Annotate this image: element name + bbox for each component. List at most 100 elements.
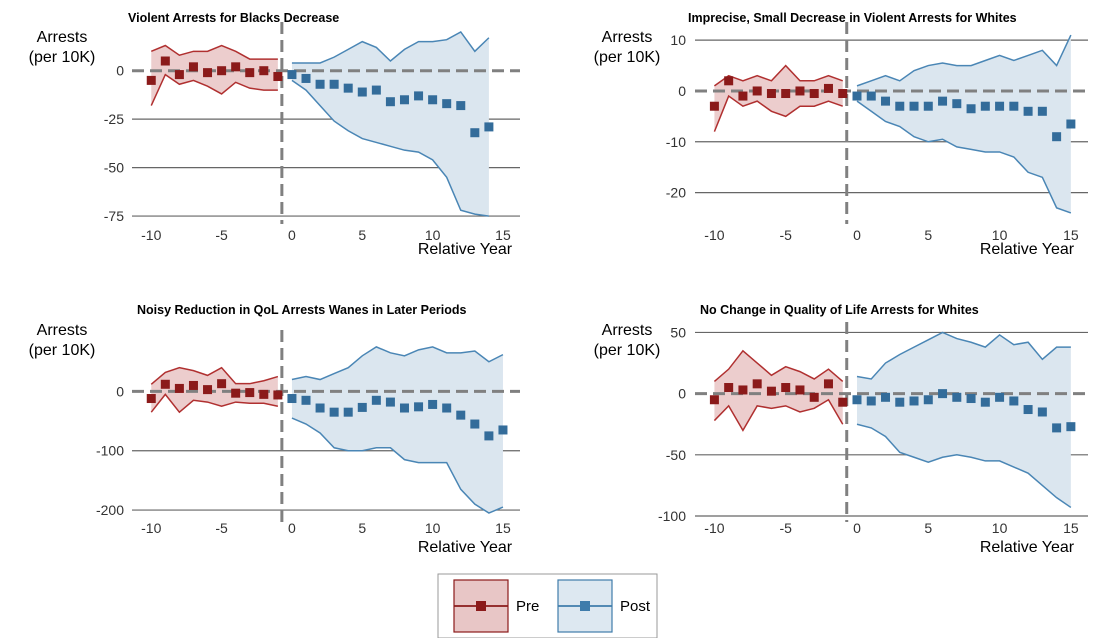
x-tick-label: 10 <box>992 520 1008 536</box>
pre-estimate-point <box>838 397 848 407</box>
post-estimate-point <box>343 83 353 93</box>
pre-estimate-point <box>245 388 255 398</box>
post-estimate-point <box>428 95 438 105</box>
post-estimate-point <box>966 394 976 404</box>
y-axis-label: Arrests <box>37 322 88 339</box>
pre-estimate-point <box>174 383 184 393</box>
x-axis-label: Relative Year <box>980 241 1075 258</box>
post-confidence-band <box>291 31 489 217</box>
pre-confidence-band <box>714 350 843 431</box>
post-estimate-point <box>343 407 353 417</box>
x-tick-label: 0 <box>853 520 861 536</box>
panel-3: Noisy Reduction in QoL Arrests Wanes in … <box>29 303 520 556</box>
post-estimate-point <box>881 96 891 106</box>
x-tick-label: -10 <box>704 520 724 536</box>
y-tick-label: -100 <box>658 508 686 524</box>
pre-estimate-point <box>738 385 748 395</box>
pre-upper-bound <box>150 44 278 60</box>
pre-estimate-point <box>752 379 762 389</box>
post-estimate-point <box>399 403 409 413</box>
x-tick-label: 0 <box>288 520 296 536</box>
y-tick-label: 0 <box>678 83 686 99</box>
post-estimate-point <box>329 407 339 417</box>
post-upper-bound <box>856 331 1071 380</box>
y-tick-label: 0 <box>116 63 124 79</box>
pre-estimate-point <box>273 72 283 82</box>
y-tick-label: -50 <box>666 447 686 463</box>
pre-estimate-point <box>809 89 819 99</box>
legend-label: Post <box>620 598 651 615</box>
post-estimate-point <box>498 425 508 435</box>
post-estimate-point <box>442 403 452 413</box>
post-estimate-point <box>1052 423 1062 433</box>
post-lower-bound <box>856 100 1072 214</box>
x-tick-label: -5 <box>779 227 792 243</box>
post-estimate-point <box>456 410 466 420</box>
panel-title: Violent Arrests for Blacks Decrease <box>128 11 339 25</box>
x-tick-label: -10 <box>141 227 161 243</box>
x-tick-label: 15 <box>1063 520 1079 536</box>
post-estimate-point <box>414 91 424 101</box>
post-estimate-point <box>414 402 424 412</box>
post-estimate-point <box>399 95 409 105</box>
x-tick-label: 0 <box>288 227 296 243</box>
pre-lower-bound <box>713 94 843 132</box>
post-estimate-point <box>442 99 452 109</box>
y-tick-label: -200 <box>96 502 124 518</box>
pre-estimate-point <box>823 83 833 93</box>
pre-estimate-point <box>738 91 748 101</box>
post-estimate-point <box>357 402 367 412</box>
x-axis-label: Relative Year <box>418 539 513 556</box>
panel-4: No Change in Quality of Life Arrests for… <box>594 303 1088 556</box>
panel-title: Imprecise, Small Decrease in Violent Arr… <box>688 11 1017 25</box>
pre-estimate-point <box>146 394 156 404</box>
x-tick-label: -10 <box>141 520 161 536</box>
post-estimate-point <box>980 397 990 407</box>
y-axis-label: Arrests <box>602 29 653 46</box>
post-estimate-point <box>287 394 297 404</box>
post-estimate-point <box>852 395 862 405</box>
x-tick-label: -5 <box>779 520 792 536</box>
x-tick-label: 15 <box>495 227 511 243</box>
pre-estimate-point <box>709 101 719 111</box>
post-estimate-point <box>923 395 933 405</box>
post-lower-bound <box>291 79 489 217</box>
pre-upper-bound <box>713 349 844 382</box>
post-estimate-point <box>1009 101 1019 111</box>
y-axis-label: Arrests <box>602 322 653 339</box>
y-axis-label: (per 10K) <box>29 49 96 66</box>
y-axis-label: Arrests <box>37 29 88 46</box>
post-estimate-point <box>995 392 1005 402</box>
x-tick-label: 5 <box>358 227 366 243</box>
post-estimate-point <box>952 99 962 109</box>
pre-estimate-point <box>188 62 198 72</box>
x-tick-label: 5 <box>358 520 366 536</box>
post-estimate-point <box>866 91 876 101</box>
pre-estimate-point <box>188 380 198 390</box>
pre-lower-bound <box>713 398 844 432</box>
pre-estimate-point <box>809 392 819 402</box>
x-axis-label: Relative Year <box>418 241 513 258</box>
post-estimate-point <box>371 395 381 405</box>
x-tick-label: -10 <box>704 227 724 243</box>
post-estimate-point <box>1037 407 1047 417</box>
post-estimate-point <box>980 101 990 111</box>
pre-estimate-point <box>724 76 734 86</box>
post-estimate-point <box>909 396 919 406</box>
y-tick-label: -75 <box>104 208 124 224</box>
post-estimate-point <box>428 399 438 409</box>
post-estimate-point <box>301 73 311 83</box>
pre-estimate-point <box>766 89 776 99</box>
post-estimate-point <box>1052 132 1062 142</box>
pre-estimate-point <box>823 379 833 389</box>
y-tick-label: 50 <box>670 324 686 340</box>
x-tick-label: -5 <box>215 520 228 536</box>
x-tick-label: 15 <box>495 520 511 536</box>
legend-marker <box>476 601 486 611</box>
legend-marker <box>580 601 590 611</box>
post-confidence-band <box>291 346 503 514</box>
legend: Pre Post <box>437 573 658 638</box>
post-estimate-point <box>895 397 905 407</box>
post-estimate-point <box>301 395 311 405</box>
